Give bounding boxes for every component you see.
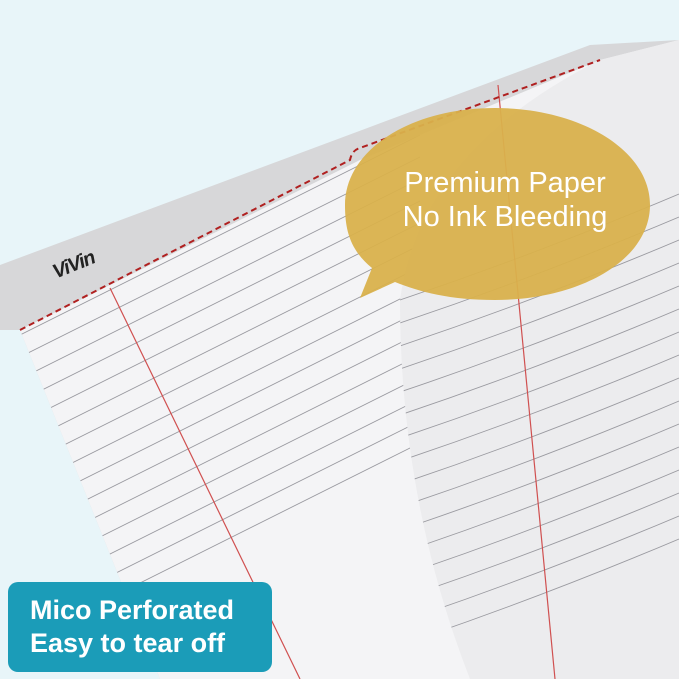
perforation-line	[19, 59, 601, 331]
rule-line	[400, 331, 679, 439]
rule-line	[400, 354, 679, 462]
rule-line	[400, 262, 679, 370]
callout-line2: No Ink Bleeding	[402, 201, 608, 233]
callout-bubble	[345, 108, 650, 300]
callout-text: Premium Paper No Ink Bleeding	[370, 166, 640, 234]
rule-line	[400, 423, 679, 531]
rule-line	[400, 377, 679, 485]
rule-line	[400, 446, 679, 554]
feature-badge: Mico Perforated Easy to tear off	[8, 582, 272, 672]
rule-line	[400, 469, 679, 577]
rule-line	[400, 400, 679, 508]
callout-line1: Premium Paper	[404, 167, 606, 199]
badge-line2: Easy to tear off	[30, 628, 226, 658]
rule-line	[400, 308, 679, 416]
rule-line	[400, 285, 679, 393]
badge-line1: Mico Perforated	[30, 595, 235, 625]
